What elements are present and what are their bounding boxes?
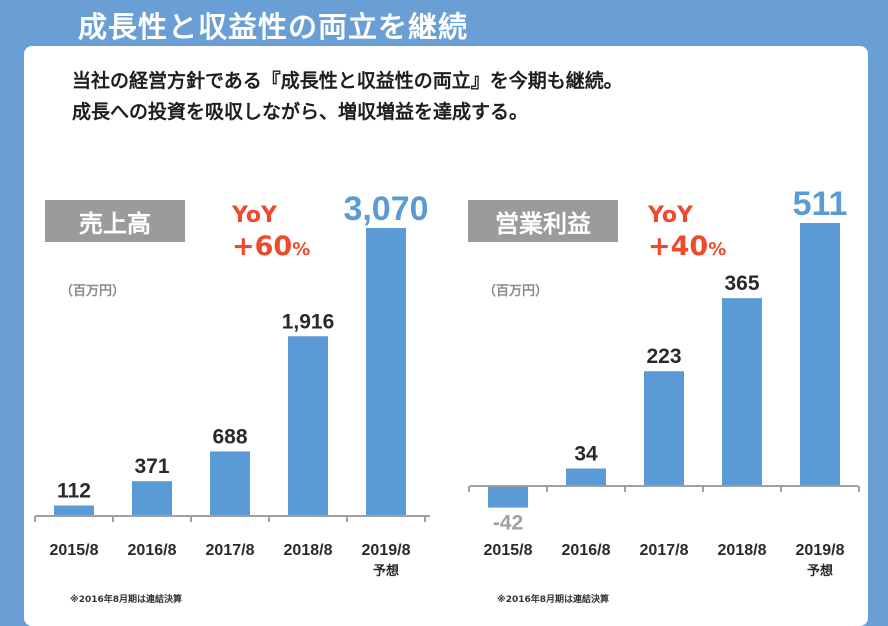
sales-bar xyxy=(210,451,250,516)
op-profit-bar xyxy=(488,486,528,508)
sales-category-label: 2016/8 xyxy=(128,542,177,559)
op-profit-unit-label: （百万円） xyxy=(483,284,549,299)
op-profit-value-label: -42 xyxy=(493,512,523,535)
op-profit-yoy: YoY +40% xyxy=(648,203,726,261)
sales-bar xyxy=(366,228,406,516)
sales-yoy: YoY +60% xyxy=(232,203,310,261)
sales-yoy-value: +60% xyxy=(232,233,310,260)
op-profit-category-note: 予想 xyxy=(807,563,833,579)
op-profit-value-label: 365 xyxy=(724,272,759,295)
op-profit-value-label: 223 xyxy=(646,345,681,368)
sales-bar xyxy=(132,481,172,516)
op-profit-value-label: 511 xyxy=(793,185,848,223)
op-profit-bar xyxy=(722,298,762,486)
lead-text-line2: 成長への投資を吸収しながら、増収増益を達成する。 xyxy=(72,101,529,123)
sales-category-label: 2017/8 xyxy=(206,542,255,559)
sales-unit-label: （百万円） xyxy=(60,284,126,299)
op-profit-bar xyxy=(566,468,606,486)
op-profit-category-label: 2016/8 xyxy=(562,542,611,559)
op-profit-footnote: ※2016年8月期は連結決算 xyxy=(497,595,610,605)
sales-value-label: 3,070 xyxy=(343,190,428,228)
op-profit-yoy-number: +40 xyxy=(648,231,709,262)
op-profit-yoy-value: +40% xyxy=(648,233,726,260)
sales-yoy-suffix: % xyxy=(292,239,311,260)
sales-value-label: 1,916 xyxy=(282,310,335,333)
op-profit-bar xyxy=(800,223,840,486)
op-profit-category-label: 2019/8 xyxy=(796,542,845,559)
sales-category-label: 2018/8 xyxy=(284,542,333,559)
sales-value-label: 112 xyxy=(57,479,91,502)
op-profit-yoy-label: YoY xyxy=(648,203,693,228)
sales-value-label: 688 xyxy=(212,425,247,448)
sales-yoy-number: +60 xyxy=(232,231,293,262)
op-profit-bar xyxy=(644,371,684,486)
sales-bar xyxy=(288,336,328,516)
sales-chart-title: 売上高 xyxy=(45,200,185,242)
op-profit-yoy-suffix: % xyxy=(708,239,727,260)
op-profit-value-label: 34 xyxy=(574,443,598,466)
op-profit-category-label: 2018/8 xyxy=(718,542,767,559)
op-profit-chart-title: 営業利益 xyxy=(468,200,618,242)
sales-value-label: 371 xyxy=(134,455,169,478)
sales-yoy-label: YoY xyxy=(232,203,277,228)
sales-category-note: 予想 xyxy=(373,563,399,579)
lead-text-line1: 当社の経営方針である『成長性と収益性の両立』を今期も継続。 xyxy=(72,70,623,92)
op-profit-category-label: 2017/8 xyxy=(640,542,689,559)
sales-category-label: 2015/8 xyxy=(50,542,99,559)
sales-category-label: 2019/8 xyxy=(362,542,411,559)
sales-bar xyxy=(54,505,94,516)
op-profit-category-label: 2015/8 xyxy=(484,542,533,559)
sales-footnote: ※2016年8月期は連結決算 xyxy=(70,595,183,605)
page-title: 成長性と収益性の両立を継続 xyxy=(78,10,469,44)
